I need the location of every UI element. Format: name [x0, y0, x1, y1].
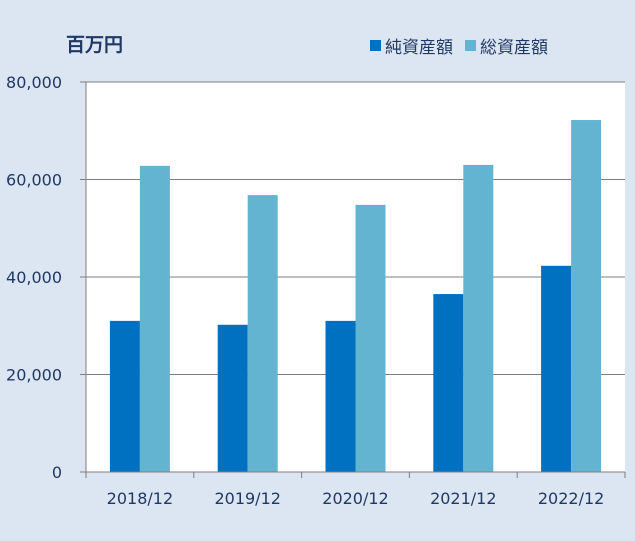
legend: 純資産額 総資産額 [370, 33, 548, 58]
y-tick-label: 0 [52, 463, 62, 482]
x-tick-label: 2022/12 [538, 489, 604, 508]
legend-item-net-assets: 純資産額 [370, 33, 453, 58]
y-tick-label: 40,000 [6, 268, 62, 287]
bar-total-assets [571, 120, 602, 473]
legend-label-total-assets: 総資産額 [480, 38, 548, 58]
bar-net-assets [109, 320, 140, 472]
bar-net-assets [433, 294, 464, 472]
bar-net-assets [541, 265, 572, 472]
bar-total-assets [247, 195, 278, 472]
x-tick-label: 2018/12 [107, 489, 173, 508]
y-tick-label: 60,000 [6, 171, 62, 190]
x-tick-label: 2019/12 [214, 489, 280, 508]
y-tick-label: 80,000 [6, 73, 62, 92]
x-tick-label: 2021/12 [430, 489, 496, 508]
bar-net-assets [217, 324, 248, 472]
bar-net-assets [325, 320, 356, 472]
x-tick-label: 2020/12 [322, 489, 388, 508]
legend-swatch-net-assets [370, 40, 381, 51]
bar-total-assets [463, 164, 494, 472]
legend-item-total-assets: 総資産額 [465, 33, 548, 58]
unit-label: 百万円 [66, 34, 124, 56]
legend-label-net-assets: 純資産額 [385, 38, 453, 58]
bar-total-assets [139, 165, 170, 472]
legend-swatch-total-assets [465, 40, 476, 51]
y-tick-label: 20,000 [6, 366, 62, 385]
bar-total-assets [355, 204, 386, 472]
